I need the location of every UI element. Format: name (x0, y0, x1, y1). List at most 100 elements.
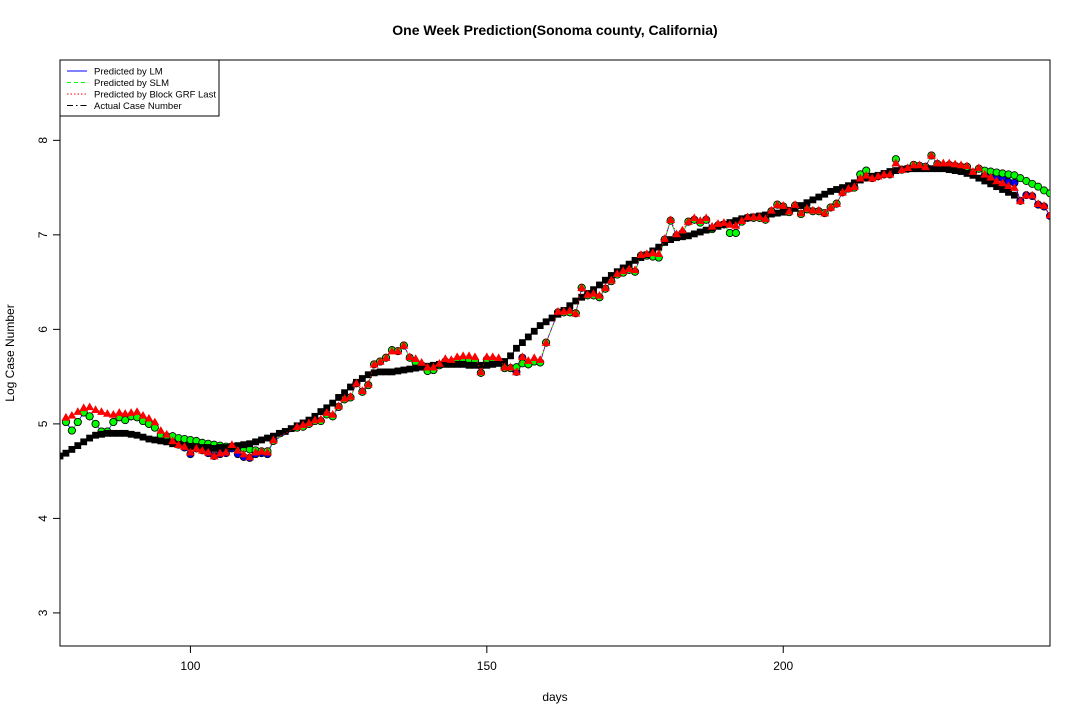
predicted-by-block-grf-last-point (363, 379, 373, 388)
actual-case-number-point (74, 442, 82, 450)
legend-label: Predicted by Block GRF Last (94, 89, 216, 100)
predicted-by-block-grf-last-point (197, 445, 207, 454)
predicted-by-block-grf-last-point (535, 355, 545, 363)
predicted-by-block-grf-last-point (357, 386, 367, 395)
actual-case-number-point (507, 352, 514, 360)
predicted-by-block-grf-last-point (144, 413, 154, 422)
predicted-by-block-grf-last-point (168, 436, 178, 445)
predicted-by-block-grf-last-point (423, 362, 432, 371)
predicted-by-block-grf-last-point (1039, 201, 1049, 209)
actual-case-number-point (145, 435, 153, 443)
predicted-by-block-grf-last-point (381, 353, 391, 362)
actual-case-number-point (400, 366, 408, 374)
actual-case-number-point (80, 438, 88, 446)
predicted-by-block-grf-last-point (565, 306, 575, 314)
actual-case-number-point (1005, 188, 1012, 196)
actual-case-number-point (252, 438, 260, 446)
actual-case-number-point (548, 314, 556, 322)
actual-case-number-point (779, 208, 787, 216)
predicted-by-block-grf-last-point (517, 352, 527, 361)
predicted-by-block-grf-last-point (440, 354, 450, 362)
predicted-by-slm-point (73, 417, 82, 426)
predicted-by-block-grf-last-point (553, 307, 563, 315)
predicted-by-block-grf-last-point (974, 163, 984, 172)
predicted-by-slm-point (109, 417, 118, 426)
actual-case-number-point (347, 383, 354, 391)
actual-case-number-point (358, 375, 366, 382)
actual-case-number-point (60, 452, 64, 460)
actual-case-number-point (673, 234, 680, 242)
predicted-by-block-grf-last-point (577, 283, 587, 292)
actual-case-number-point (513, 344, 520, 352)
predicted-by-block-grf-last-point (458, 351, 468, 360)
predicted-by-block-grf-last-point (796, 208, 806, 217)
actual-case-number-point (406, 365, 414, 373)
actual-case-number-point (412, 364, 420, 372)
predicted-by-block-grf-last-point (986, 172, 996, 181)
actual-case-number-point (987, 180, 995, 188)
actual-case-number-point (957, 168, 965, 175)
x-tick-label: 200 (773, 659, 793, 673)
legend-label: Predicted by SLM (94, 78, 169, 89)
predicted-by-block-grf-last-point (239, 449, 249, 458)
predicted-by-block-grf-last-point (855, 173, 865, 182)
actual-case-number-point (767, 210, 775, 218)
predicted-by-block-grf-last-point (737, 216, 747, 224)
predicted-by-block-grf-last-point (719, 218, 729, 226)
actual-case-number-point (151, 436, 159, 444)
predicted-by-block-grf-last-point (523, 356, 533, 364)
predicted-by-slm-point (1052, 193, 1059, 200)
actual-case-number-point (667, 236, 674, 243)
predicted-by-block-grf-last-point (648, 248, 658, 257)
predicted-by-block-grf-last-point (156, 426, 166, 434)
predicted-by-block-grf-last-point (150, 417, 160, 426)
x-tick-label: 150 (477, 659, 497, 673)
actual-case-number-point (287, 425, 295, 433)
predicted-by-block-grf-last-point (666, 215, 675, 224)
predicted-by-block-grf-last-point (387, 346, 397, 355)
actual-case-number-point (394, 367, 402, 375)
actual-case-number-point (483, 361, 491, 369)
actual-case-number-point (104, 429, 111, 437)
actual-case-number-point (815, 193, 823, 201)
actual-case-number-point (204, 444, 212, 451)
predicted-by-block-grf-last-point (612, 269, 622, 277)
predicted-by-block-grf-last-point (1021, 190, 1031, 199)
plot-frame (59, 59, 1051, 647)
predicted-by-block-grf-last-point (369, 359, 379, 368)
predicted-by-slm-point (85, 412, 94, 421)
predicted-by-block-grf-last-point (203, 447, 213, 456)
predicted-by-slm-point (67, 426, 76, 435)
actual-case-number-point (797, 202, 805, 209)
actual-case-number-point (981, 177, 989, 185)
predicted-by-block-grf-last-point (915, 160, 924, 169)
actual-case-number-point (773, 209, 781, 217)
predicted-by-block-grf-last-point (802, 203, 812, 212)
predicted-by-block-grf-last-point (571, 308, 581, 317)
predicted-by-block-grf-last-point (304, 418, 314, 427)
actual-case-number-point (92, 431, 99, 439)
predicted-by-block-grf-last-point (435, 358, 444, 367)
actual-case-number-point (661, 239, 669, 246)
actual-case-number-point (370, 369, 378, 377)
actual-case-number-point (489, 360, 497, 368)
y-tick-label: 8 (36, 137, 50, 144)
predicted-by-block-grf-last-point (778, 201, 788, 209)
predicted-by-block-grf-last-point (749, 212, 758, 221)
actual-case-number-point (216, 444, 224, 451)
actual-case-number-point (341, 389, 348, 397)
predicted-by-block-grf-last-point (678, 225, 687, 234)
actual-case-number-point (335, 394, 343, 401)
predicted-by-block-grf-last-point (352, 378, 361, 387)
actual-case-number-point (1011, 191, 1018, 199)
predicted-by-block-grf-last-point (529, 353, 539, 362)
actual-case-number-point (916, 165, 923, 173)
y-tick-label: 5 (36, 420, 50, 427)
predicted-by-block-grf-last-point (861, 170, 871, 179)
actual-case-number-point (655, 243, 663, 251)
predicted-by-block-grf-last-point (938, 158, 948, 167)
predicted-by-block-grf-last-point (114, 408, 124, 416)
actual-case-number-point (791, 204, 799, 212)
predicted-by-block-grf-last-point (879, 169, 889, 178)
predicted-by-block-grf-last-point (600, 283, 610, 292)
